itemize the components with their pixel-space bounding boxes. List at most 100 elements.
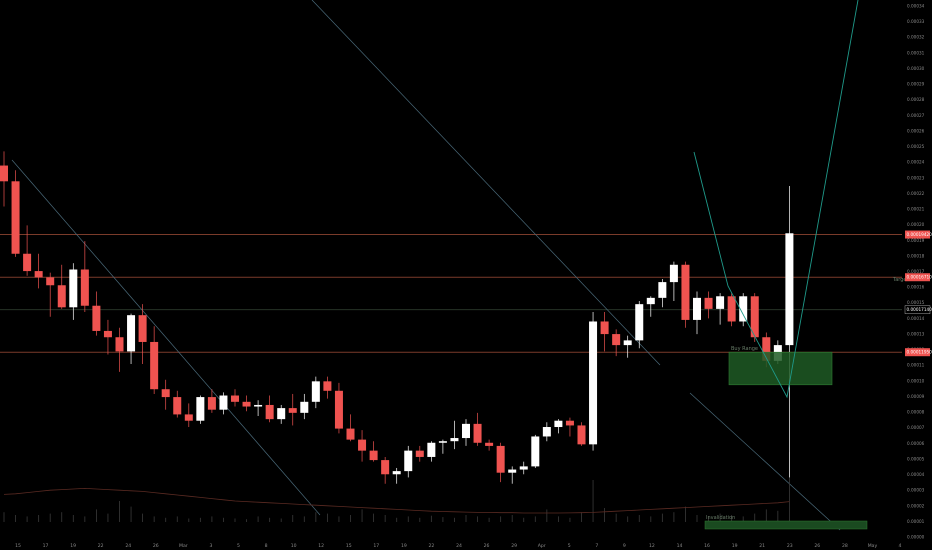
- x-tick-label: 26: [153, 543, 159, 549]
- y-tick-label: 0.00016: [907, 285, 925, 290]
- volume-bar: [280, 518, 282, 522]
- volume-bar: [731, 515, 733, 522]
- volume-bar: [234, 518, 236, 522]
- candle-body: [173, 397, 182, 415]
- candle: [635, 301, 644, 349]
- candle: [565, 417, 574, 437]
- volume-bar: [661, 513, 663, 522]
- x-tick-label: 12: [649, 543, 655, 549]
- candle-body: [727, 296, 736, 322]
- volume-bar: [488, 517, 490, 522]
- volume-bar: [199, 517, 201, 522]
- volume-bar: [361, 509, 363, 522]
- candle-body: [681, 264, 690, 320]
- y-tick-label: 0.00000: [907, 535, 925, 540]
- candle-body: [334, 390, 343, 429]
- candle: [704, 291, 713, 319]
- price-tags: 0.00019420 0.00016710 0.00011950 0.00017140: [904, 230, 932, 357]
- projection-line: [693, 0, 859, 399]
- x-tick-label: 22: [98, 543, 104, 549]
- volume-bar: [719, 513, 721, 522]
- x-tick-label: 3: [209, 543, 212, 549]
- y-tick-label: 0.00010: [907, 378, 925, 383]
- volume-bar: [165, 517, 167, 522]
- candle: [265, 395, 274, 423]
- volume-bar: [430, 515, 432, 522]
- candle: [46, 272, 55, 317]
- candle: [727, 293, 736, 327]
- y-tick-label: 0.00022: [907, 191, 925, 196]
- candle-body: [531, 436, 540, 467]
- candle-body: [11, 181, 20, 254]
- volume-bar: [442, 517, 444, 522]
- volume-bar: [269, 517, 271, 522]
- volume-bar: [569, 517, 571, 522]
- volume-bar: [84, 516, 86, 522]
- candle-body: [231, 395, 239, 402]
- y-tick-label: 0.00019: [907, 238, 925, 243]
- candle-body: [115, 337, 124, 352]
- candle: [612, 329, 621, 357]
- volume-bar: [650, 516, 652, 522]
- y-tick-label: 0.00006: [907, 441, 925, 446]
- y-tick-label: 0.00028: [907, 97, 925, 102]
- candle: [450, 420, 459, 450]
- volume-bar: [511, 515, 513, 522]
- x-tick-label: 10: [291, 543, 297, 549]
- candle-body: [519, 466, 528, 470]
- volume-bar: [61, 512, 63, 522]
- candle-body: [369, 450, 378, 461]
- candle-body: [404, 450, 413, 472]
- candle-body: [381, 460, 390, 475]
- candle-body: [704, 297, 713, 309]
- candle: [207, 389, 216, 413]
- x-tick-label: 24: [125, 543, 131, 549]
- volume-bar: [742, 516, 744, 522]
- trendline-upper: [311, 0, 661, 366]
- volume-bar: [615, 513, 617, 522]
- candle-body: [739, 296, 748, 322]
- volume-bar: [130, 506, 132, 522]
- candle: [496, 442, 505, 483]
- x-tick-label: 16: [704, 543, 710, 549]
- y-tick-label: 0.00015: [907, 300, 925, 305]
- candle: [427, 441, 436, 462]
- candle: [196, 395, 205, 424]
- volume-bar: [604, 508, 605, 522]
- candle: [600, 312, 609, 352]
- candle-body: [265, 404, 274, 420]
- y-tick-label: 0.00027: [907, 113, 925, 118]
- candle: [69, 263, 78, 320]
- volume-bar: [384, 515, 386, 522]
- buy-range-rect: [728, 351, 833, 386]
- candle: [693, 291, 701, 335]
- candle: [750, 293, 759, 342]
- y-axis[interactable]: 0.00034 0.00033 0.00032 0.00031 0.00030 0.000…: [907, 4, 925, 540]
- candle: [542, 422, 551, 442]
- volume-bar: [523, 517, 525, 522]
- candle-body: [462, 423, 470, 439]
- candle-body: [358, 439, 367, 451]
- volume-bar: [107, 513, 109, 522]
- candle-body: [450, 438, 459, 442]
- x-tick-label: 24: [456, 543, 462, 549]
- candle-body: [589, 321, 598, 445]
- candle: [589, 312, 598, 451]
- trendline-lower: [11, 159, 321, 516]
- volume-bar: [96, 509, 97, 522]
- x-axis[interactable]: 15 17 19 22 24 26 Mar 3 5 8 10 12 15 17 19 22 24 26 29 Apr 5…: [15, 543, 901, 549]
- volume-bar: [292, 515, 294, 522]
- candle: [323, 376, 332, 399]
- y-tick-label: 0.00011: [907, 363, 925, 368]
- candle-body: [184, 414, 193, 421]
- candle: [231, 389, 239, 407]
- candle-body: [485, 442, 494, 446]
- candle: [277, 404, 286, 424]
- y-tick-label: 0.00029: [907, 82, 925, 87]
- price-tag: 0.00017140: [904, 305, 932, 314]
- x-tick-label: 7: [595, 543, 598, 549]
- buy-range-box[interactable]: Buy Range Invalidation Target: [704, 277, 909, 530]
- candle: [658, 278, 667, 308]
